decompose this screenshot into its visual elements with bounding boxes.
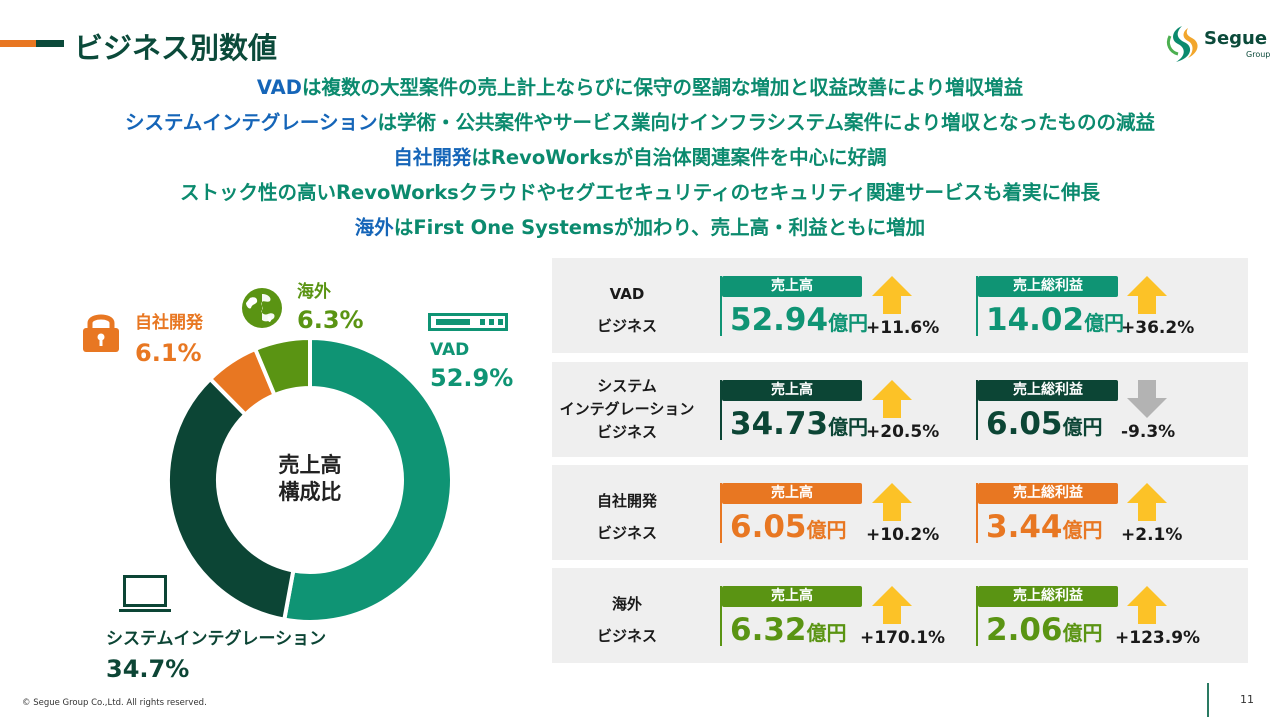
block-divider xyxy=(976,483,978,543)
page-divider xyxy=(1207,683,1209,717)
arrow-up-icon xyxy=(1127,483,1167,521)
summary-line: ストック性の高いRevoWorksクラウドやセグエセキュリティのセキュリティ関連… xyxy=(180,181,1100,204)
sales-value: 6.05億円 xyxy=(730,509,847,545)
profit-change: +36.2% xyxy=(1121,318,1195,338)
donut-slice-0 xyxy=(281,335,454,624)
profit-label-pill: 売上総利益 xyxy=(978,586,1118,607)
sales-label-pill: 売上高 xyxy=(722,276,862,297)
legend-overseas: 海外 6.3% xyxy=(297,282,364,334)
segment-panel: システム インテグレーション ビジネス 売上高 34.73億円 +20.5% 売上総利益 6.… xyxy=(552,362,1248,457)
donut-center-label: 売上高 構成比 xyxy=(278,453,342,504)
page-number: 11 xyxy=(1240,693,1254,706)
legend-vad: VAD 52.9% xyxy=(430,340,514,392)
profit-value: 2.06億円 xyxy=(986,612,1103,648)
profit-value: 14.02億円 xyxy=(986,302,1125,338)
sales-value: 34.73億円 xyxy=(730,406,869,442)
profit-label-pill: 売上総利益 xyxy=(978,483,1118,504)
logo-wordmark: Segue xyxy=(1204,28,1268,49)
logo-subtext: Group xyxy=(1246,50,1271,59)
block-divider xyxy=(976,586,978,646)
summary-line: VADは複数の大型案件の売上計上ならびに保守の堅調な増加と収益改善により増収増益 xyxy=(256,76,1024,99)
arrow-up-icon xyxy=(872,276,912,314)
server-icon xyxy=(428,313,508,331)
summary-line: システムインテグレーションは学術・公共案件やサービス業向けインフラシステム案件に… xyxy=(125,111,1155,134)
block-divider xyxy=(976,380,978,440)
sales-value: 6.32億円 xyxy=(730,612,847,648)
segue-logo: Segue Group xyxy=(1162,22,1271,66)
sales-value: 52.94億円 xyxy=(730,302,869,338)
profit-label-pill: 売上総利益 xyxy=(978,276,1118,297)
profit-change: -9.3% xyxy=(1121,422,1176,442)
globe-icon xyxy=(242,288,282,328)
summary-line: 海外はFirst One Systemsが加わり、売上高・利益ともに増加 xyxy=(354,216,926,239)
legend-si: システムインテグレーション 34.7% xyxy=(106,629,327,683)
arrow-down-icon xyxy=(1127,380,1167,418)
segue-logo-icon xyxy=(1166,26,1198,62)
block-divider xyxy=(720,276,722,336)
segment-name: VAD ビジネス xyxy=(596,285,657,335)
lock-icon xyxy=(83,314,119,352)
copyright: © Segue Group Co.,Ltd. All rights reserv… xyxy=(22,698,207,708)
sales-change: +11.6% xyxy=(866,318,940,338)
profit-label-pill: 売上総利益 xyxy=(978,380,1118,401)
profit-value: 3.44億円 xyxy=(986,509,1103,545)
sales-change: +170.1% xyxy=(860,628,946,648)
donut-slice-1 xyxy=(166,376,296,622)
block-divider xyxy=(720,483,722,543)
summary-list: VADは複数の大型案件の売上計上ならびに保守の堅調な増加と収益改善により増収増益… xyxy=(0,70,1280,245)
donut-slice-3 xyxy=(252,335,312,398)
block-divider xyxy=(976,276,978,336)
arrow-up-icon xyxy=(872,380,912,418)
sales-change: +20.5% xyxy=(866,422,940,442)
segment-name: システム インテグレーション ビジネス xyxy=(559,377,695,441)
page-title: ビジネス別数値 xyxy=(74,31,278,65)
arrow-up-icon xyxy=(872,586,912,624)
block-divider xyxy=(720,586,722,646)
segment-name: 海外 ビジネス xyxy=(596,595,657,645)
sales-label-pill: 売上高 xyxy=(722,586,862,607)
sales-composition-donut-chart xyxy=(166,335,454,624)
sales-label-pill: 売上高 xyxy=(722,380,862,401)
summary-line: 自社開発はRevoWorksが自治体関連案件を中心に好調 xyxy=(393,146,887,169)
segment-name: 自社開発 ビジネス xyxy=(596,492,657,542)
sales-change: +10.2% xyxy=(866,525,940,545)
block-divider xyxy=(720,380,722,440)
profit-change: +123.9% xyxy=(1115,628,1201,648)
laptop-icon xyxy=(119,575,171,612)
segment-panel: 海外 ビジネス 売上高 6.32億円 +170.1% 売上総利益 2.06億円 +123.9% xyxy=(552,568,1248,663)
arrow-up-icon xyxy=(872,483,912,521)
arrow-up-icon xyxy=(1127,276,1167,314)
sales-label-pill: 売上高 xyxy=(722,483,862,504)
profit-value: 6.05億円 xyxy=(986,406,1103,442)
segment-panel: VAD ビジネス 売上高 52.94億円 +11.6% 売上総利益 14.02億円 +36.2… xyxy=(552,258,1248,353)
segment-panel: 自社開発 ビジネス 売上高 6.05億円 +10.2% 売上総利益 3.44億円 +2.1% xyxy=(552,465,1248,560)
legend-inhouse: 自社開発 6.1% xyxy=(135,313,203,367)
arrow-up-icon xyxy=(1127,586,1167,624)
profit-change: +2.1% xyxy=(1121,525,1183,545)
title-accent-bar xyxy=(0,40,64,47)
